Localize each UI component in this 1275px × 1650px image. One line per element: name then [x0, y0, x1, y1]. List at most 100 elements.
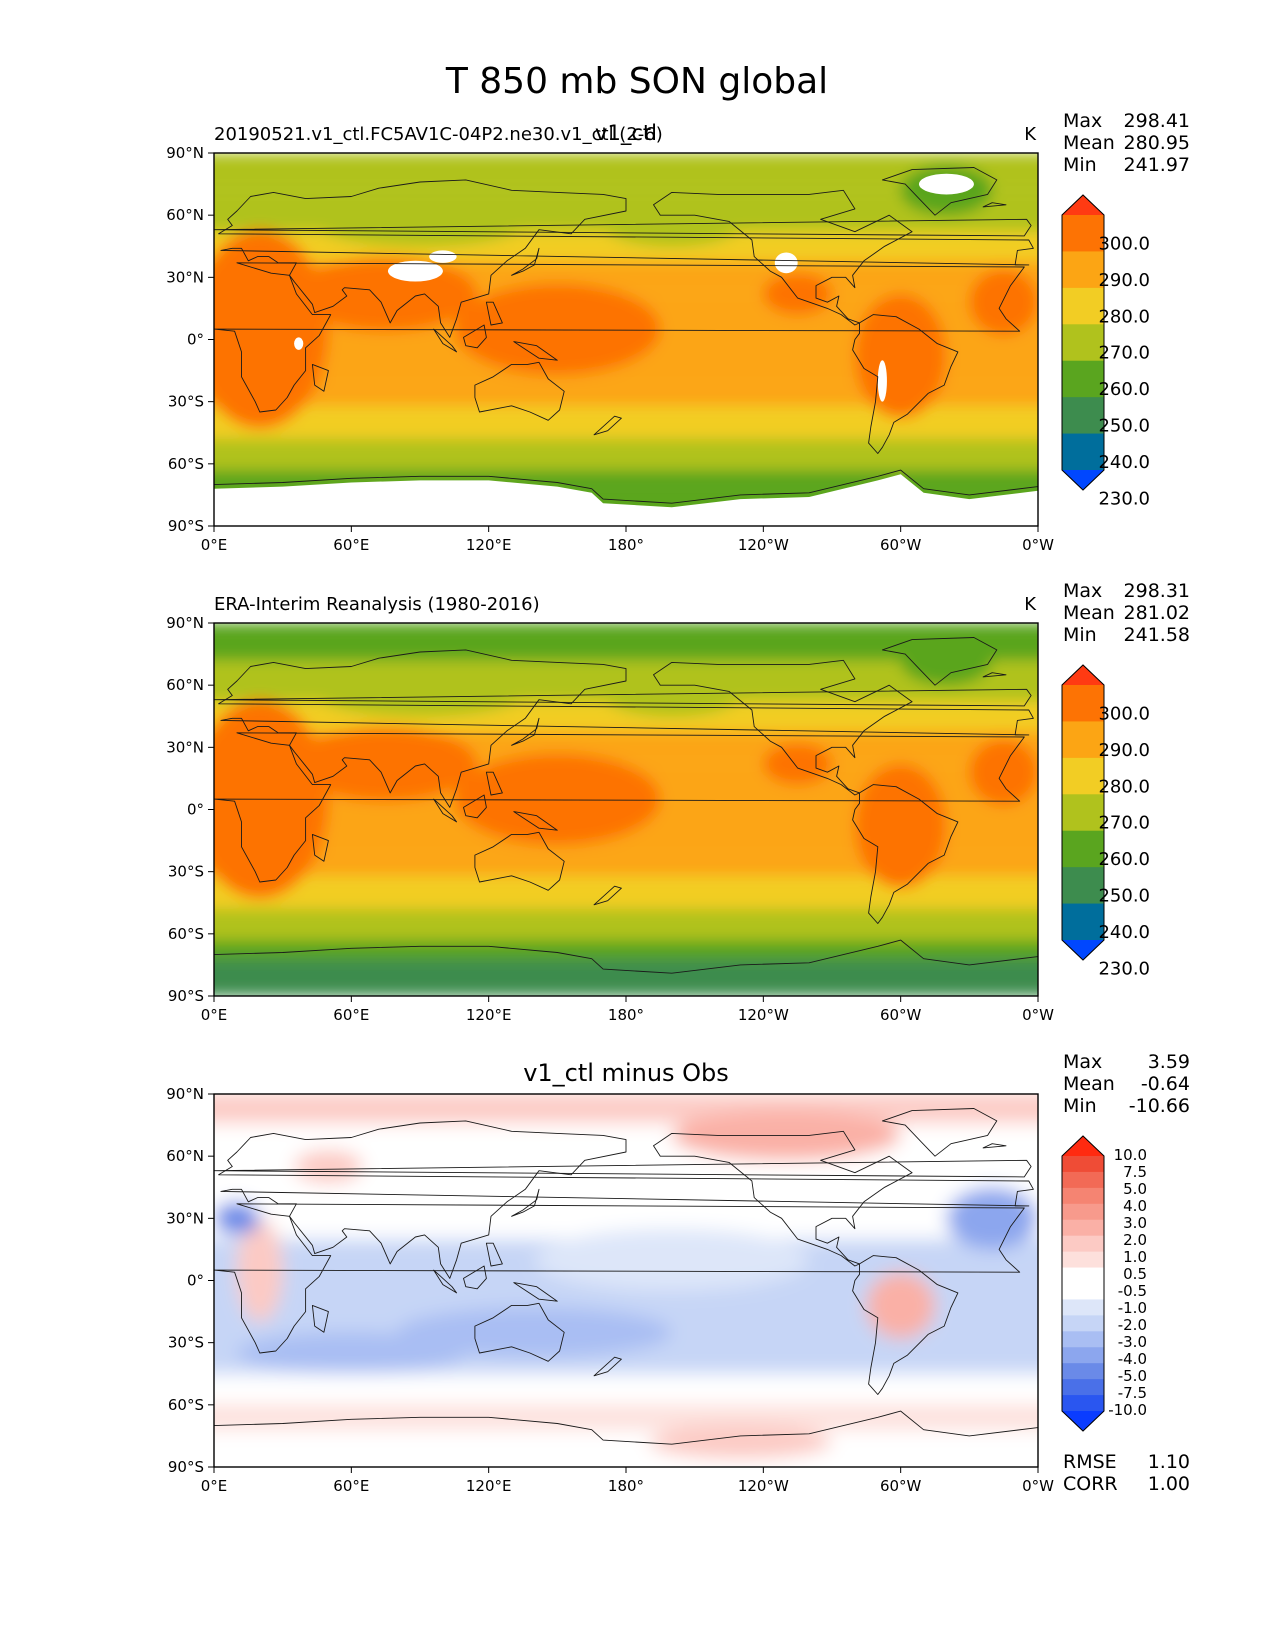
y-tick-label: 60°N [166, 676, 204, 694]
x-tick-label: 60°E [333, 536, 369, 554]
colorbar-extend-min [1062, 1411, 1104, 1431]
stat-value: 241.97 [1124, 154, 1190, 176]
x-tick-label: 180° [608, 1006, 644, 1024]
colorbar-label: 7.5 [1123, 1163, 1147, 1181]
colorbar-segment [1062, 1379, 1104, 1396]
x-tick-label: 0°E [201, 1477, 228, 1495]
field-band-arctic [214, 153, 1038, 191]
stat-value: 298.41 [1124, 110, 1190, 132]
field-band-mid-south [214, 405, 1038, 439]
colorbar-segment [1062, 215, 1104, 252]
coastline [311, 363, 329, 392]
colorbar-segment [1062, 360, 1104, 398]
panel-title-left: 20190521.v1_ctl.FC5AV1C-04P2.ne30.v1_ctl… [214, 124, 663, 145]
coastline [214, 939, 1038, 996]
colorbar-label: -0.5 [1118, 1282, 1147, 1300]
colorbar-outline [1061, 664, 1105, 961]
field-band-subtropic-south [214, 855, 1038, 876]
diff-cold-atlantic [946, 1187, 1038, 1250]
y-tick-label: 90°N [166, 614, 204, 632]
panel-title-center: v1_ctl minus Obs [523, 1059, 729, 1087]
coastline [982, 1143, 1007, 1149]
colorbar-extend-min [1062, 470, 1104, 490]
y-tick-label: 60°S [168, 1396, 204, 1414]
x-tick-label: 0°W [1022, 1006, 1054, 1024]
stat-value: 1.00 [1148, 1473, 1190, 1495]
coastline [214, 262, 1025, 413]
nodata-tarim [429, 250, 457, 263]
stat-value: -10.66 [1129, 1095, 1190, 1117]
colorbar-segment [1062, 251, 1104, 289]
field-cool-siberia [317, 674, 523, 717]
y-tick-label: 60°S [168, 455, 204, 473]
y-tick-label: 90°S [168, 517, 204, 535]
y-tick-label: 30°N [166, 268, 204, 286]
diff-cold-south-pacific [397, 1307, 672, 1358]
coastline [513, 1282, 558, 1302]
coastline [881, 167, 998, 216]
colorbar-segment [1062, 1171, 1104, 1189]
x-tick-label: 60°W [880, 1006, 922, 1024]
coastline [653, 1130, 913, 1267]
nodata-greenland [918, 173, 974, 195]
stat-label: Mean [1063, 132, 1115, 154]
colorbar-label: 270.0 [1098, 343, 1150, 364]
x-tick-label: 60°E [333, 1477, 369, 1495]
coastlines [0, 637, 1038, 996]
colorbar-segment [1062, 1235, 1104, 1253]
map-field [29, 153, 1038, 526]
diff-band-southern [214, 1373, 1038, 1405]
colorbar-label: 4.0 [1123, 1197, 1147, 1215]
diff-warm-europe [294, 1149, 363, 1184]
colorbar-label: 3.0 [1123, 1214, 1147, 1232]
coastlines [214, 1108, 1038, 1467]
colorbar-label: -10.0 [1108, 1401, 1147, 1419]
colorbar-segment [1062, 1299, 1104, 1316]
colorbar-segment [1062, 685, 1104, 722]
coastline [214, 1410, 1038, 1467]
coastline [29, 315, 134, 454]
stat-label: Min [1063, 1095, 1097, 1117]
diff-band-southern-ocean [214, 1404, 1038, 1430]
stat-label: Max [1063, 110, 1102, 132]
coastline [474, 1302, 565, 1362]
coastline [214, 218, 1032, 237]
coastline [881, 1108, 998, 1157]
colorbar-segment [1062, 721, 1104, 759]
map-field [214, 1094, 1038, 1467]
field-layer [214, 153, 1038, 526]
colorbar-label: -1.0 [1118, 1299, 1147, 1317]
coastline [653, 659, 913, 796]
stat-label: Min [1063, 624, 1097, 646]
colorbar-label: 250.0 [1098, 886, 1150, 907]
colorbar-label: 280.0 [1098, 776, 1150, 797]
field-warm-west-pacific [454, 753, 661, 845]
colorbar-segment [1062, 397, 1104, 435]
coastline [653, 189, 913, 326]
colorbar-segment [1062, 903, 1104, 941]
nodata-east-africa [294, 337, 304, 350]
colorbar: 230.0 240.0 250.0 260.0 270.0 280.0 290.0 300.0 [1061, 194, 1150, 509]
stat-value: 1.10 [1148, 1451, 1190, 1473]
coastline [0, 660, 88, 795]
colorbar-label: -5.0 [1118, 1367, 1147, 1385]
y-tick-label: 30°S [168, 863, 204, 881]
nodata-antarctica [214, 474, 1038, 526]
field-band-subtropic-south [214, 385, 1038, 406]
coastline [852, 784, 959, 924]
x-tick-label: 120°W [738, 536, 789, 554]
colorbar-segment [1062, 1347, 1104, 1364]
diff-cold-indian [236, 1332, 466, 1374]
nodata-tibet [387, 260, 443, 282]
colorbar-segment [1062, 1363, 1104, 1380]
field-warm-mexico [763, 743, 833, 785]
colorbar-label: 1.0 [1123, 1248, 1147, 1266]
diff-band-arctic [214, 1094, 1038, 1124]
coastline [511, 1188, 540, 1217]
field-warm-south-america [854, 293, 947, 419]
nodata-rockies [774, 252, 798, 274]
stat-label: Mean [1063, 1073, 1115, 1095]
colorbar-segment [1062, 287, 1104, 325]
coastline [511, 717, 540, 746]
colorbar-label: 300.0 [1098, 703, 1150, 724]
